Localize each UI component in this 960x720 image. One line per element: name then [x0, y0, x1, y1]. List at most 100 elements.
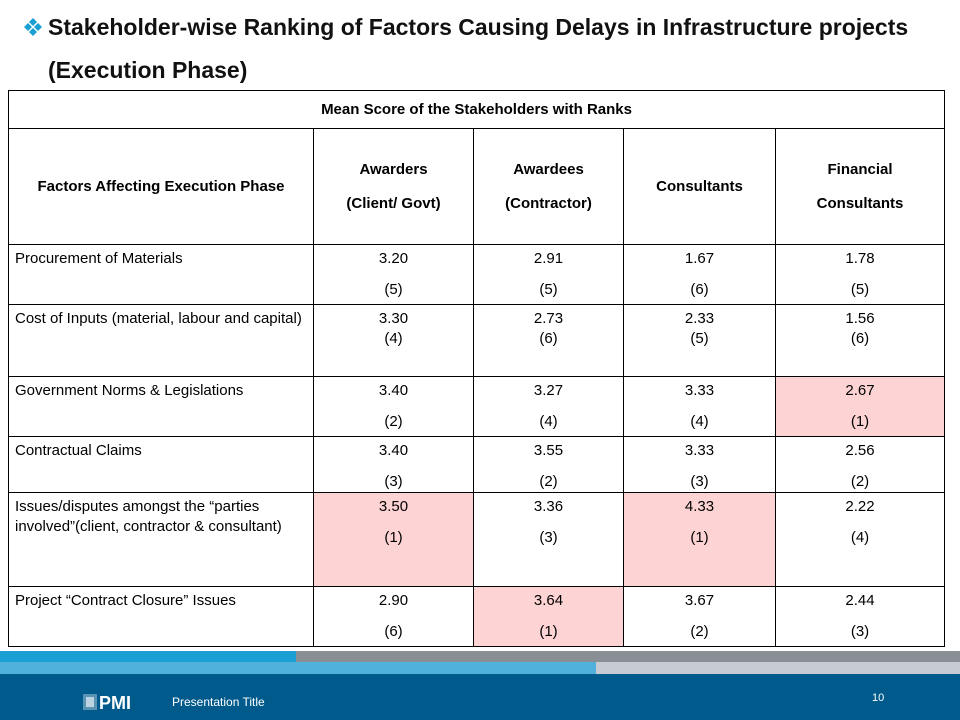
header-consultants-label: Consultants — [656, 177, 743, 195]
awardees-cell: 2.73 (6) — [473, 304, 624, 377]
score: 2.44 — [845, 592, 875, 609]
factor-cell: Issues/disputes amongst the “parties inv… — [8, 492, 314, 587]
header-factor: Factors Affecting Execution Phase — [8, 128, 314, 245]
pmi-logo-icon: PMI — [83, 693, 131, 712]
table-row: Government Norms & Legislations 3.40 (2) … — [8, 376, 946, 437]
score: 1.78 — [845, 250, 875, 267]
footer-accent-bar-light-blue — [0, 662, 596, 674]
header-financial-label: Financial Consultants — [816, 160, 904, 212]
rank: (6) — [690, 281, 709, 298]
rank: (5) — [384, 281, 403, 298]
financial-cell: 1.78 (5) — [774, 244, 946, 305]
rank: (3) — [539, 529, 558, 546]
score: 4.33 — [684, 498, 715, 515]
awardees-cell: 3.27 (4) — [473, 376, 624, 437]
slide-title-text: Stakeholder-wise Ranking of Factors Caus… — [48, 14, 909, 83]
awarders-cell-highlighted: 3.50 (1) — [313, 492, 474, 587]
score: 3.40 — [378, 382, 409, 399]
score: 3.27 — [533, 382, 564, 399]
score: 3.67 — [684, 592, 715, 609]
header-awarders: Awarders (Client/ Govt) — [313, 128, 474, 245]
consultants-cell: 3.33 (4) — [623, 376, 776, 437]
table-row: Contractual Claims 3.40 (3) 3.55 (2) 3.33 (… — [8, 436, 946, 493]
consultants-cell-highlighted: 4.33 (1) — [623, 492, 776, 587]
rank: (5) — [850, 281, 870, 298]
score: 3.55 — [533, 442, 564, 459]
awardees-cell: 3.55 (2) — [473, 436, 624, 493]
rank: (2) — [539, 473, 558, 490]
score: 2.91 — [533, 250, 564, 267]
rank: (4) — [850, 529, 870, 546]
consultants-cell: 1.67 (6) — [623, 244, 776, 305]
four-diamond-bullet-icon — [24, 18, 42, 36]
factor-cell: Contractual Claims — [8, 436, 314, 493]
rank: (2) — [850, 473, 870, 490]
financial-cell: 1.56 (6) — [774, 304, 946, 377]
presentation-title: Presentation Title — [172, 695, 265, 709]
score: 2.67 — [845, 382, 875, 399]
consultants-cell: 3.33 (3) — [623, 436, 776, 493]
table-row: Cost of Inputs (material, labour and cap… — [8, 304, 946, 377]
score: 3.33 — [684, 382, 715, 399]
score: 3.50 — [378, 498, 409, 515]
rank: (3) — [850, 623, 870, 640]
factor-cell: Cost of Inputs (material, labour and cap… — [8, 304, 314, 377]
awarders-cell: 3.30 (4) — [313, 304, 474, 377]
score: 1.56 — [845, 310, 875, 327]
table-row: Issues/disputes amongst the “parties inv… — [8, 492, 946, 587]
financial-cell-highlighted: 2.67 (1) — [774, 376, 946, 437]
rank: (6) — [850, 330, 870, 347]
header-awarders-label: Awarders (Client/ Govt) — [346, 160, 441, 212]
financial-cell: 2.56 (2) — [774, 436, 946, 493]
rank: (1) — [690, 529, 709, 546]
rank: (5) — [539, 281, 558, 298]
rank: (1) — [384, 529, 403, 546]
rank: (4) — [690, 413, 709, 430]
rank: (6) — [539, 330, 558, 347]
factor-cell: Government Norms & Legislations — [8, 376, 314, 437]
awarders-cell: 3.40 (2) — [313, 376, 474, 437]
awarders-cell: 3.40 (3) — [313, 436, 474, 493]
score: 3.30 — [378, 310, 409, 327]
consultants-cell: 3.67 (2) — [623, 586, 776, 647]
rank: (2) — [690, 623, 709, 640]
consultants-cell: 2.33 (5) — [623, 304, 776, 377]
factor-cell: Project “Contract Closure” Issues — [8, 586, 314, 647]
rank: (4) — [539, 413, 558, 430]
footer-accent-bar-gray — [296, 651, 960, 662]
pmi-logo-text: PMI — [99, 693, 131, 712]
slide-title: Stakeholder-wise Ranking of Factors Caus… — [24, 6, 944, 92]
score: 2.33 — [684, 310, 715, 327]
rank: (5) — [690, 330, 709, 347]
rank: (1) — [850, 413, 870, 430]
awarders-cell: 3.20 (5) — [313, 244, 474, 305]
score: 2.22 — [845, 498, 875, 515]
rank: (1) — [539, 623, 558, 640]
rank: (4) — [384, 330, 403, 347]
score: 3.20 — [378, 250, 409, 267]
awardees-cell-highlighted: 3.64 (1) — [473, 586, 624, 647]
rank: (2) — [384, 413, 403, 430]
score: 2.90 — [378, 592, 409, 609]
header-awardees: Awardees (Contractor) — [473, 128, 624, 245]
table-caption: Mean Score of the Stakeholders with Rank… — [7, 90, 946, 129]
awardees-cell: 3.36 (3) — [473, 492, 624, 587]
score: 3.33 — [684, 442, 715, 459]
score: 3.64 — [533, 592, 564, 609]
financial-cell: 2.44 (3) — [774, 586, 946, 647]
header-consultants: Consultants — [623, 128, 776, 245]
header-financial: Financial Consultants — [774, 128, 946, 245]
header-awardees-label: Awardees (Contractor) — [505, 160, 592, 212]
awardees-cell: 2.91 (5) — [473, 244, 624, 305]
rank: (6) — [384, 623, 403, 640]
factor-cell: Procurement of Materials — [8, 244, 314, 305]
table-row: Procurement of Materials 3.20 (5) 2.91 (5)… — [8, 244, 946, 305]
score: 2.73 — [533, 310, 564, 327]
page-number: 10 — [872, 692, 885, 704]
awarders-cell: 2.90 (6) — [313, 586, 474, 647]
footer-accent-bar-blue — [0, 651, 296, 662]
score: 3.36 — [533, 498, 564, 515]
financial-cell: 2.22 (4) — [774, 492, 946, 587]
header-factor-label: Factors Affecting Execution Phase — [37, 177, 285, 195]
score: 1.67 — [684, 250, 715, 267]
